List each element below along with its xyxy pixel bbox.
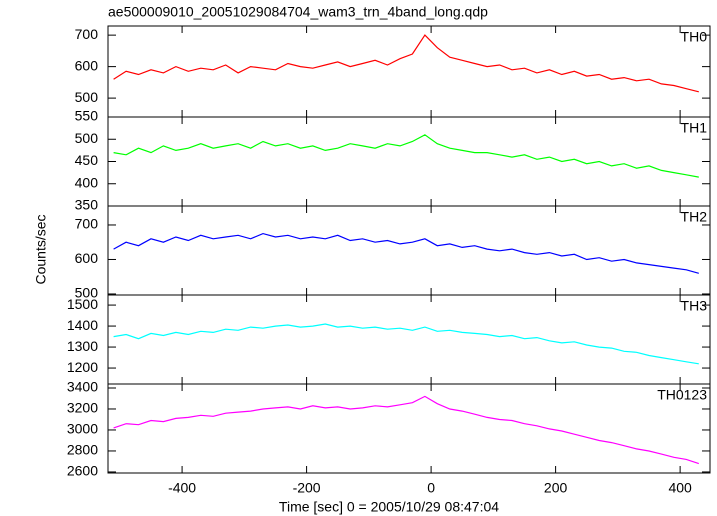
y-tick-label: 3200: [67, 400, 98, 416]
y-tick-label: 700: [75, 216, 99, 232]
y-tick-label: 400: [75, 174, 99, 190]
y-tick-label: 600: [75, 57, 99, 73]
y-tick-label: 3000: [67, 421, 98, 437]
chart-title: ae500009010_20051029084704_wam3_trn_4ban…: [108, 4, 488, 20]
y-tick-label: 500: [75, 285, 99, 301]
panel-frame: [107, 383, 711, 474]
y-tick-label: 600: [75, 250, 99, 266]
x-tick-label: 0: [427, 480, 435, 496]
panel-frame: [107, 116, 711, 207]
y-tick-label: 1400: [67, 317, 98, 333]
y-tick-label: 450: [75, 152, 99, 168]
series-label: TH2: [681, 209, 708, 225]
y-tick-label: 550: [75, 108, 99, 124]
y-axis-label: Counts/sec: [33, 214, 49, 284]
data-line: [113, 232, 699, 274]
y-tick-label: 1500: [67, 296, 98, 312]
series-label: TH0: [681, 29, 708, 45]
series-label: TH1: [681, 120, 708, 136]
y-tick-label: 1300: [67, 338, 98, 354]
data-line: [113, 395, 699, 465]
x-tick-label: 400: [668, 480, 692, 496]
panel-frame: [107, 205, 711, 296]
y-tick-label: 350: [75, 197, 99, 213]
x-axis-label: Time [sec] 0 = 2005/10/29 08:47:04: [279, 499, 499, 515]
x-tick-label: 200: [544, 480, 568, 496]
y-tick-label: 700: [75, 26, 99, 42]
data-line: [113, 134, 699, 178]
y-tick-label: 500: [75, 130, 99, 146]
y-tick-label: 2600: [67, 463, 98, 479]
panel-frame: [107, 25, 711, 118]
series-label: TH0123: [657, 387, 707, 403]
series-label: TH3: [681, 298, 708, 314]
panel-frame: [107, 294, 711, 385]
x-tick-label: -400: [168, 480, 196, 496]
y-tick-label: 1200: [67, 359, 98, 375]
data-line: [113, 34, 699, 93]
x-tick-label: -200: [293, 480, 321, 496]
y-tick-label: 2800: [67, 442, 98, 458]
y-tick-label: 3400: [67, 379, 98, 395]
y-tick-label: 500: [75, 89, 99, 105]
data-line: [113, 323, 699, 365]
